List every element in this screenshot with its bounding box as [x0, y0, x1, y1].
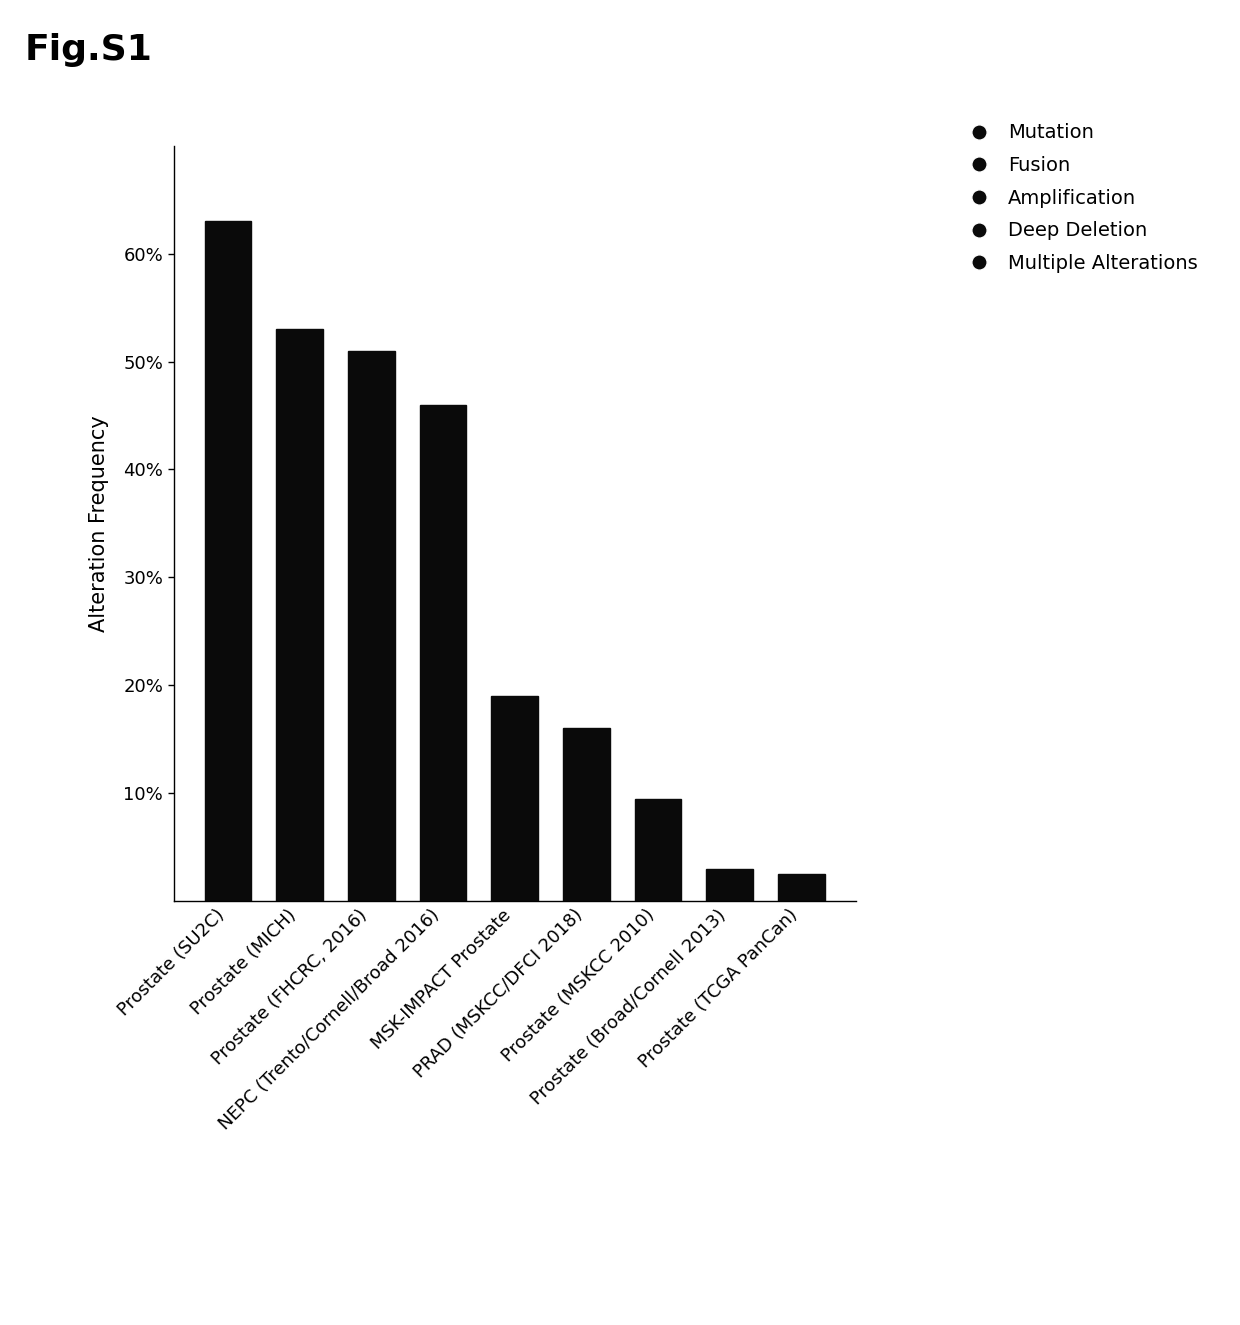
Bar	[419, 404, 466, 901]
Bar	[707, 869, 753, 901]
Bar	[205, 221, 252, 901]
Bar	[491, 696, 538, 901]
Bar	[348, 351, 394, 901]
Text: Fig.S1: Fig.S1	[25, 33, 153, 68]
Bar	[777, 874, 825, 901]
Legend: Mutation, Fusion, Amplification, Deep Deletion, Multiple Alterations: Mutation, Fusion, Amplification, Deep De…	[951, 115, 1205, 281]
Bar	[563, 729, 610, 901]
Y-axis label: Alteration Frequency: Alteration Frequency	[89, 415, 109, 632]
Bar	[635, 799, 681, 901]
Bar	[277, 329, 322, 901]
